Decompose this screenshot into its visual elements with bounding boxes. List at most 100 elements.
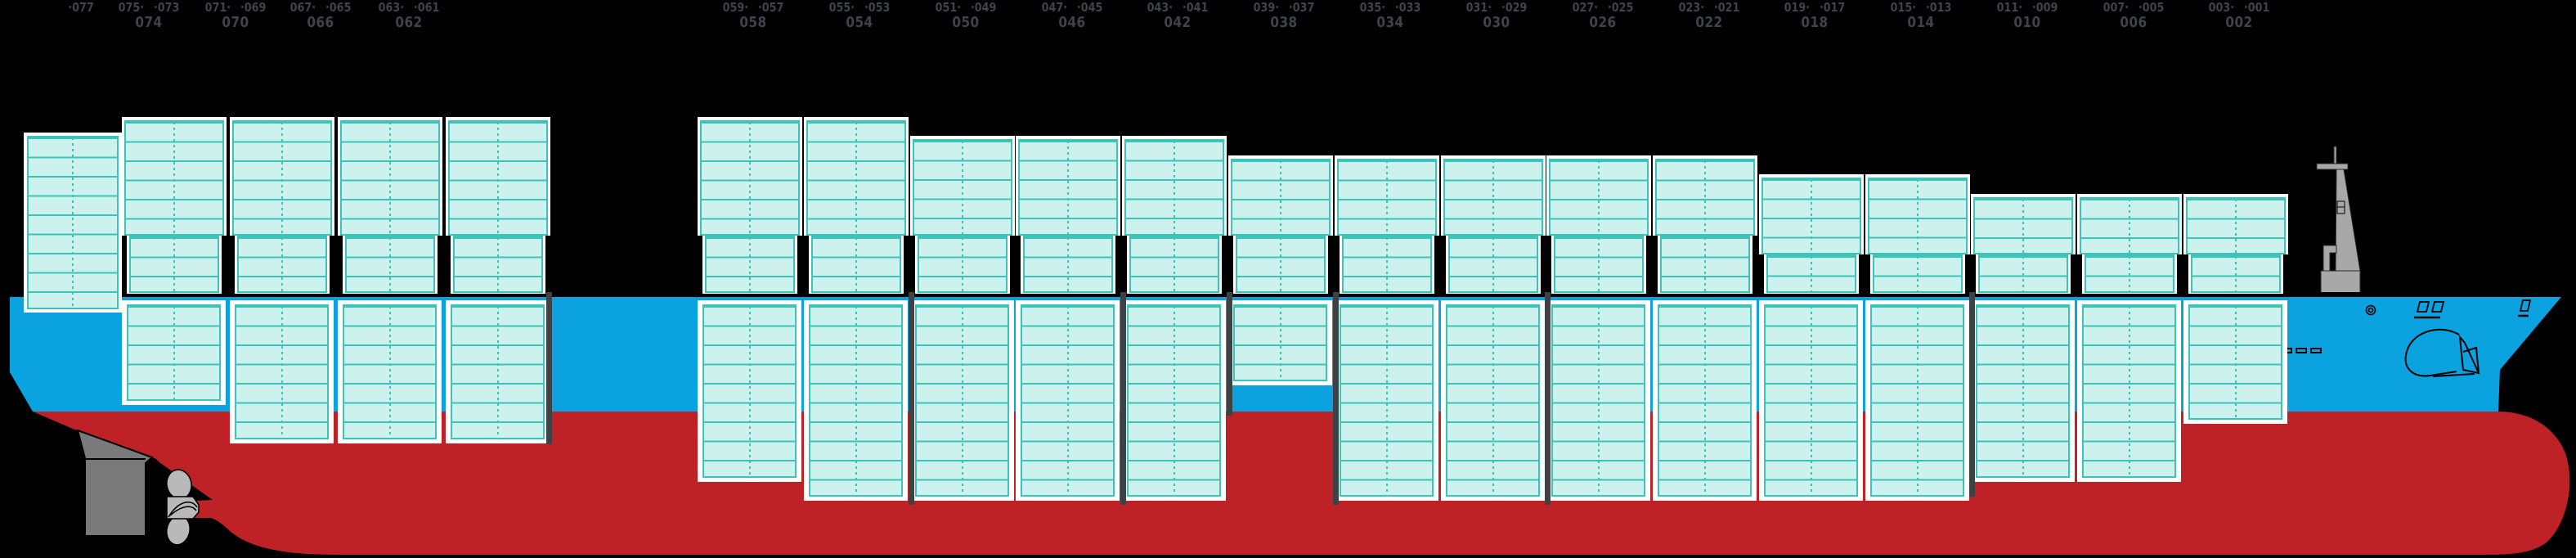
bay-number-odd-right: ·009 [2031,0,2058,15]
bay-label-002: 003· ·001 002 [2209,2,2270,30]
bay-odd-numbers: ·077 [68,2,93,14]
bay-label-038: 039· ·037 038 [1254,2,1315,30]
stack-below-070 [235,304,329,439]
stack-below-010-bay-divider [2022,306,2024,476]
stack-above-narrow-042-bay-divider [1174,236,1175,291]
bay-number-odd-right: ·057 [757,0,784,15]
bay-number-odd-right: ·073 [153,0,180,15]
bay-number-even: 010 [2013,14,2041,31]
stack-above-wide-034 [1337,158,1437,236]
stack-below-070-bay-divider [280,306,283,438]
bay-number-even: 026 [1589,14,1617,31]
stack-below-062 [451,304,545,439]
stack-above-narrow-074 [129,235,219,293]
stack-above-wide-058 [700,119,800,236]
stack-above-wide-002-bay-divider [2235,198,2237,253]
bay-label-006: 007· ·005 006 [2103,2,2165,30]
stack-below-026-bay-divider [1597,306,1600,495]
stack-above-wide-050-bay-divider [962,141,963,234]
stack-below-054 [809,304,903,497]
stack-above-narrow-042 [1129,235,1219,293]
stack-below-034 [1340,304,1434,497]
stack-below-074-bay-divider [173,306,175,399]
bay-odd-numbers: 047· ·045 [1042,2,1103,14]
stack-above-wide-050 [913,139,1012,236]
bay-number-odd-left: 015· [1890,0,1917,15]
stack-above-wide-066-bay-divider [389,121,391,234]
stack-below-026 [1551,304,1645,497]
bay-number-odd-left: 039· [1253,0,1280,15]
hold-bulkhead [1545,292,1551,505]
stack-above-narrow-066 [345,235,435,293]
bay-number-even: 006 [2120,14,2147,31]
bay-odd-numbers: 063· ·061 [379,2,440,14]
stack-above-wide-010 [1973,196,2073,254]
bay-odd-numbers: 043· ·041 [1147,2,1209,14]
bay-odd-numbers: 075· ·073 [119,2,180,14]
bay-number-even: 050 [952,14,980,31]
bay-odd-numbers: 007· ·005 [2103,2,2165,14]
anchor-icon [2404,328,2480,377]
bay-odd-numbers: 039· ·037 [1254,2,1315,14]
stack-below-042-bay-divider [1173,306,1175,495]
bay-label-034: 035· ·033 034 [1360,2,1421,30]
stack-above-narrow-034 [1342,235,1432,293]
stack-above-wide-074-bay-divider [173,121,175,234]
stack-above-wide-038-bay-divider [1280,160,1281,234]
bay-label-026: 027· ·025 026 [1573,2,1634,30]
bay-number-even: 054 [846,14,873,31]
bay-odd-numbers: 003· ·001 [2209,2,2270,14]
stack-above-wide-070 [232,119,332,236]
stack-below-042 [1127,304,1221,497]
bay-number-odd-right: ·061 [413,0,440,15]
stack-above-wide-062-bay-divider [497,121,499,234]
stack-below-002-bay-divider [2234,306,2237,418]
bay-number-even: 066 [307,14,334,31]
bay-number-odd-right: ·017 [1819,0,1846,15]
stack-above-narrow-062 [453,235,543,293]
bay-number-even: 030 [1483,14,1510,31]
stack-above-narrow-006 [2085,254,2174,293]
stack-above-wide-030 [1443,158,1543,236]
stack-above-narrow-018-bay-divider [1811,256,1812,291]
stack-above-wide-062 [448,119,548,236]
hold-bulkhead [546,292,552,444]
stack-below-058 [702,304,797,478]
bay-number-odd-left: 067· [289,0,316,15]
stack-below-018 [1764,304,1858,497]
bay-number-odd-right: ·069 [240,0,267,15]
bay-odd-numbers: 027· ·025 [1573,2,1634,14]
stack-below-046-bay-divider [1066,306,1069,495]
hold-bulkhead [1227,292,1232,416]
bay-number-odd-left: 059· [722,0,749,15]
bay-label-054: 055· ·053 054 [829,2,891,30]
stack-below-014-bay-divider [1916,306,1919,495]
bay-number-odd-left: 035· [1359,0,1386,15]
stack-above-wide-006 [2080,196,2179,254]
bay-number-even: 022 [1695,14,1723,31]
stack-below-022-bay-divider [1703,306,1706,495]
bay-number-even: 018 [1801,14,1829,31]
stack-above-narrow-006-bay-divider [2129,256,2130,291]
stack-below-038 [1233,304,1327,381]
bay-odd-numbers: 031· ·029 [1466,2,1528,14]
stack-above-077 [27,136,119,309]
bay-label-042: 043· ·041 042 [1147,2,1209,30]
stack-below-054-bay-divider [855,306,857,495]
stack-above-wide-010-bay-divider [2022,198,2024,253]
stack-above-narrow-018 [1766,254,1856,293]
bay-number-odd-left: 011· [1996,0,2023,15]
stack-below-006-bay-divider [2128,306,2130,476]
stack-above-wide-026-bay-divider [1598,160,1600,234]
hold-bulkhead [1333,292,1339,505]
bay-odd-numbers: 015· ·013 [1891,2,1952,14]
bay-label-077: ·077 [68,2,93,14]
stack-above-narrow-062-bay-divider [497,236,499,291]
stack-above-wide-042-bay-divider [1174,141,1175,234]
bay-number-odd-left: 007· [2103,0,2129,15]
stack-above-narrow-050-bay-divider [962,236,963,291]
bay-number-odd-right: ·049 [970,0,997,15]
stack-below-002 [2188,304,2282,420]
stack-below-066 [343,304,437,439]
bay-number-even: 046 [1058,14,1086,31]
